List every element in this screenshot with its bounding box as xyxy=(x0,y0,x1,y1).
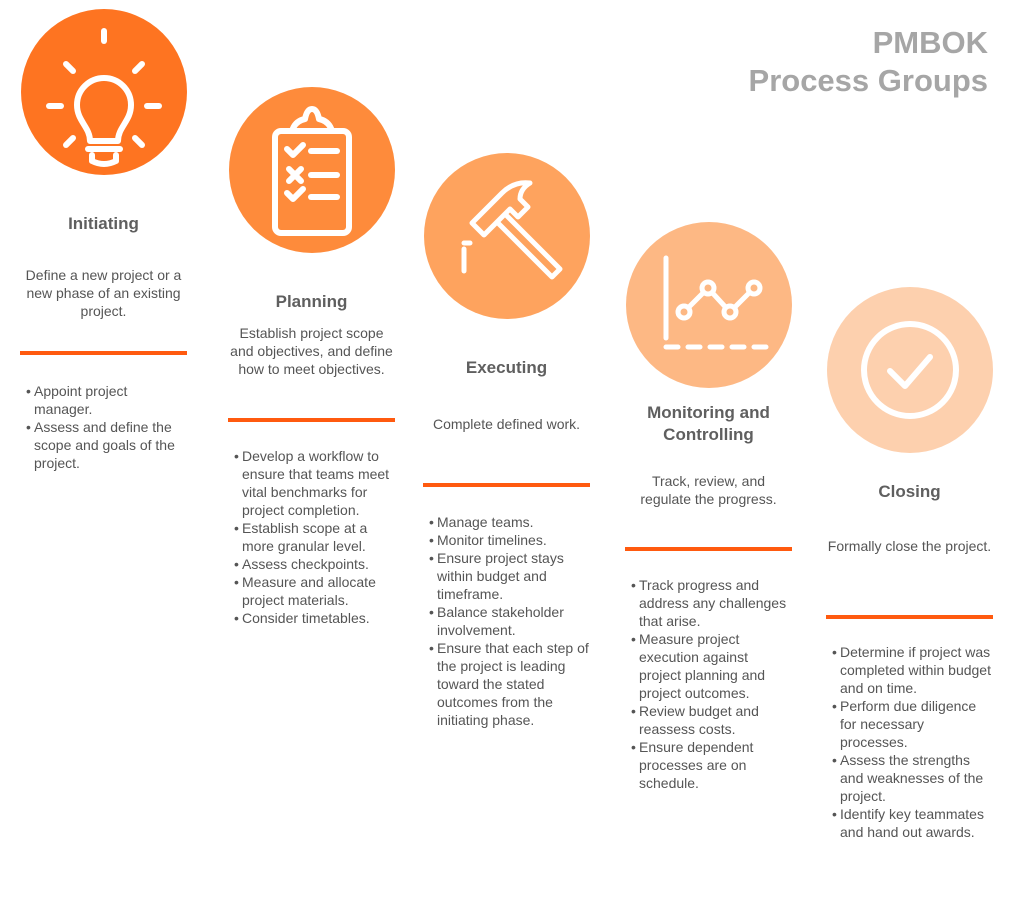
divider xyxy=(20,351,187,355)
icon-circle xyxy=(424,153,590,319)
bullet-item: Measure and allocate project materials. xyxy=(234,573,394,609)
divider xyxy=(625,547,792,551)
group-description: Establish project scope and objectives, … xyxy=(230,325,393,377)
bullet-item: Ensure dependent processes are on schedu… xyxy=(631,738,791,792)
divider xyxy=(228,418,395,422)
bullet-item: Manage teams. xyxy=(429,513,589,531)
group-name: Closing xyxy=(878,482,941,501)
bullet-item: Develop a workflow to ensure that teams … xyxy=(234,447,394,519)
bullet-item: Determine if project was completed withi… xyxy=(832,643,992,697)
title-line-1: PMBOK xyxy=(872,25,988,60)
bullet-item: Ensure that each step of the project is … xyxy=(429,639,589,729)
bullet-item: Ensure project stays within budget and t… xyxy=(429,549,589,603)
bullet-list: Manage teams.Monitor timelines.Ensure pr… xyxy=(429,513,589,729)
bullet-list: Appoint project manager.Assess and defin… xyxy=(26,382,186,472)
bullet-item: Monitor timelines. xyxy=(429,531,589,549)
bullet-list: Develop a workflow to ensure that teams … xyxy=(234,447,394,627)
bullet-item: Balance stakeholder involvement. xyxy=(429,603,589,639)
page-title: PMBOK Process Groups xyxy=(749,24,988,100)
bullet-item: Review budget and reassess costs. xyxy=(631,702,791,738)
group-description: Track, review, and regulate the progress… xyxy=(640,473,777,507)
bullet-item: Assess the strengths and weaknesses of t… xyxy=(832,751,992,805)
check-circle-icon xyxy=(861,321,959,419)
bullet-item: Assess and define the scope and goals of… xyxy=(26,418,186,472)
group-description: Define a new project or a new phase of a… xyxy=(25,267,182,319)
bullet-item: Track progress and address any challenge… xyxy=(631,576,791,630)
bullet-item: Appoint project manager. xyxy=(26,382,186,418)
bullet-item: Assess checkpoints. xyxy=(234,555,394,573)
bullet-item: Consider timetables. xyxy=(234,609,394,627)
divider xyxy=(423,483,590,487)
icon-circle xyxy=(827,287,993,453)
group-description: Formally close the project. xyxy=(827,538,992,554)
bullet-list: Track progress and address any challenge… xyxy=(631,576,791,792)
bullet-item: Measure project execution against projec… xyxy=(631,630,791,702)
lightbulb-icon xyxy=(46,28,162,167)
bullet-item: Establish scope at a more granular level… xyxy=(234,519,394,555)
group-name: Planning xyxy=(275,292,348,311)
hammer-icon xyxy=(461,180,563,280)
bullet-item: Perform due diligence for necessary proc… xyxy=(832,697,992,751)
group-description: Complete defined work. xyxy=(432,416,581,432)
icon-circle xyxy=(229,87,395,253)
icon-circle xyxy=(626,222,792,388)
divider xyxy=(826,615,993,619)
bullet-list: Determine if project was completed withi… xyxy=(832,643,992,841)
group-name: Initiating xyxy=(68,214,139,233)
group-name: Monitoring and Controlling xyxy=(647,403,770,444)
bullet-item: Identify key teammates and hand out awar… xyxy=(832,805,992,841)
title-line-2: Process Groups xyxy=(748,63,988,98)
clipboard-checklist-icon xyxy=(272,106,352,236)
icon-circle xyxy=(21,9,187,175)
line-chart-icon xyxy=(663,255,769,350)
group-name: Executing xyxy=(465,358,548,377)
